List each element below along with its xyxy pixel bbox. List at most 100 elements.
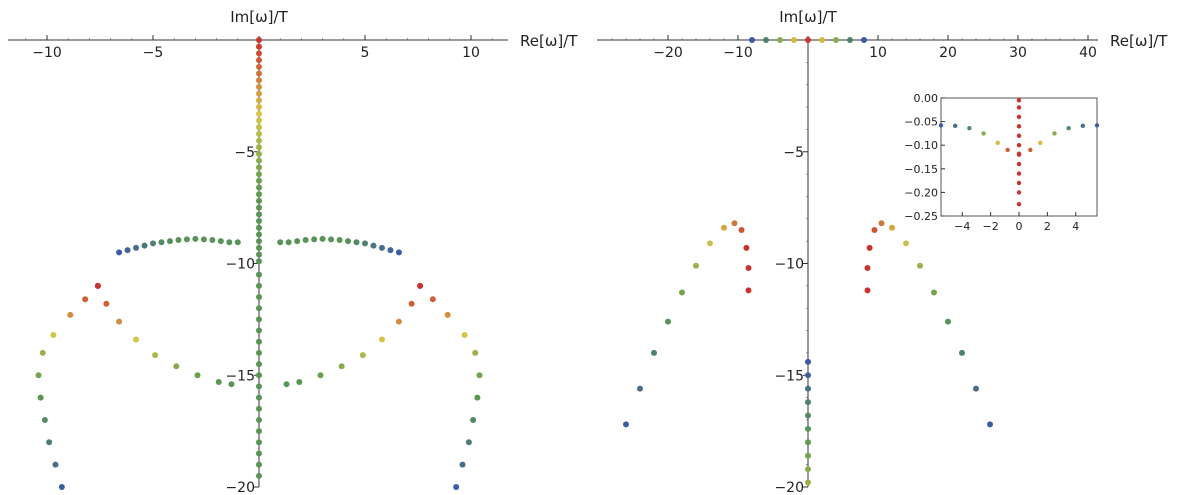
data-point [256,405,262,412]
data-point [256,211,262,218]
inset-data-point [1094,123,1100,128]
data-point [819,37,825,43]
data-point [353,239,360,246]
inset-data-point [1028,147,1033,153]
data-point [256,157,262,164]
data-point [141,242,148,249]
x-tick-label: −10 [32,45,62,61]
data-point [317,372,324,379]
data-point [256,316,262,323]
data-point [215,378,222,385]
data-point [987,421,993,428]
data-point [731,220,738,227]
data-point [847,37,853,43]
data-point [133,336,140,343]
data-point [256,204,262,211]
data-point [67,311,74,318]
data-point [871,226,878,233]
data-point [256,104,262,111]
data-point [256,394,262,401]
data-point [285,239,292,246]
data-point [256,57,262,64]
data-point [39,349,46,356]
data-point [395,249,402,256]
data-point [453,484,460,490]
inset-data-point [967,126,972,131]
data-point [679,289,685,296]
data-point [470,416,477,423]
data-point [889,224,895,231]
data-point [256,416,262,423]
data-point [311,236,318,243]
data-point [693,262,699,269]
data-point [256,144,262,151]
data-point [805,479,811,486]
data-point [256,130,262,137]
data-point [256,238,262,245]
y-tick-label: −20 [225,480,255,495]
data-point [52,461,59,468]
data-point [864,287,871,294]
inset-data-point [1016,143,1022,148]
inset-data-point [1016,105,1022,110]
data-point [461,332,468,339]
data-point [805,412,811,419]
data-point [256,37,262,43]
data-point [256,171,262,178]
data-point [256,472,262,479]
left-panel: −10 −5 5 10 −5 −10 −15 −20 Im[ω]/T Re[ω]/T [8,8,578,495]
data-point [791,37,797,43]
inset-data-point [1016,98,1022,103]
inset-data-point [1016,124,1022,129]
data-point [209,237,216,244]
data-point [429,296,436,303]
data-point [296,378,303,385]
y-tick-label: −15 [774,368,804,384]
x-tick-label: 10 [462,45,480,61]
data-point [294,238,301,245]
y-tick-label: −10 [225,257,255,273]
data-point [256,450,262,457]
data-point [465,439,472,446]
data-point [864,264,871,271]
x-tick-label: −10 [723,45,753,61]
data-point [408,300,415,307]
data-point [256,231,262,238]
data-point [116,249,123,256]
x-tick-label: 5 [361,45,370,61]
data-point [256,282,262,289]
data-point [256,90,262,97]
data-point [200,236,207,243]
data-point [359,352,366,359]
data-point [256,338,262,345]
data-point [256,361,262,368]
x-tick-label: 10 [869,45,887,61]
data-point [283,381,290,388]
inset-data-point [1016,171,1022,176]
data-point [256,271,262,278]
data-point [805,372,811,379]
inset-y-tick-label: 0.00 [914,92,939,105]
inset-data-point [952,123,958,129]
data-point [476,372,483,379]
data-point [256,197,262,204]
inset-plot: −4 −2 0 2 4 0.00 −0.05 −0.10 −0.15 −0.20 −0.25 [904,92,1100,233]
data-point [256,83,262,90]
y-axis-label: Im[ω]/T [779,8,837,26]
data-point [805,358,811,365]
data-point [256,124,262,131]
data-point [58,484,65,490]
inset-y-tick-label: −0.10 [904,139,938,152]
data-point [217,238,224,245]
data-point [917,262,923,269]
data-point [665,318,671,325]
data-point [277,239,284,246]
data-point [94,282,101,289]
data-point [745,287,752,294]
data-point [370,242,377,249]
x-tick-label: −5 [143,45,164,61]
data-point [833,37,839,43]
inset-y-tick-label: −0.25 [904,210,938,223]
inset-x-tick-label: 4 [1072,220,1079,233]
data-point [103,300,110,307]
